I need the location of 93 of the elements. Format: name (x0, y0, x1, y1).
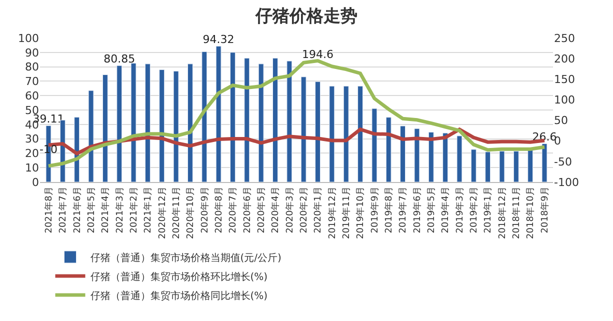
bar (470, 149, 476, 182)
x-tick-label: 2019年6月 (412, 186, 423, 234)
y2-tick-label: 100 (554, 94, 575, 107)
legend-label: 仔猪（普通）集贸市场价格同比增长(%) (90, 290, 268, 302)
bar (230, 52, 236, 182)
y2-tick-label: -100 (554, 176, 579, 189)
x-tick-label: 2019年9月 (369, 186, 380, 234)
bar (442, 132, 448, 182)
x-tick-label: 2020年6月 (242, 186, 253, 234)
bar (130, 62, 136, 182)
bar (173, 70, 179, 182)
x-tick-label: 2020年7月 (228, 186, 239, 234)
bar (286, 60, 292, 182)
x-tick-label: 2019年11月 (341, 186, 352, 239)
x-tick-label: 2021年3月 (114, 186, 126, 234)
y-tick-label: 60 (25, 89, 39, 102)
x-tick-label: 2018年10月 (525, 186, 536, 239)
x-tick-label: 2021年4月 (100, 186, 112, 234)
data-label: 194.6 (302, 48, 334, 62)
legend-label: 仔猪（普通）集贸市场价格环比增长(%) (90, 270, 268, 283)
x-tick-label: 2018年12月 (496, 186, 508, 239)
bar (456, 136, 462, 182)
bar (244, 58, 250, 182)
x-tick-label: 2020年4月 (270, 186, 282, 234)
bar (372, 108, 378, 182)
bar (159, 69, 165, 182)
y-tick-label: 30 (25, 132, 39, 146)
y-tick-label: 90 (25, 46, 39, 60)
x-tick-label: 2019年3月 (454, 186, 466, 234)
y2-tick-label: 200 (554, 52, 575, 66)
bar (499, 150, 505, 182)
bar (329, 86, 335, 182)
y2-tick-label: 150 (554, 72, 575, 86)
bar (144, 64, 150, 182)
chart-title: 仔猪价格走势 (254, 6, 358, 27)
x-tick-label: 2021年2月 (128, 186, 140, 234)
x-tick-label: 2018年9月 (539, 186, 550, 234)
bar (513, 150, 519, 182)
x-tick-label: 2020年5月 (256, 186, 267, 234)
bar (272, 58, 278, 182)
x-tick-label: 2019年12月 (326, 186, 338, 239)
bar (258, 64, 264, 182)
bar (315, 81, 320, 182)
x-tick-label: 2020年1月 (312, 186, 324, 234)
x-tick-label: 2019年1月 (482, 186, 494, 234)
bar (400, 126, 406, 182)
y-tick-label: 70 (25, 75, 39, 88)
bar (187, 64, 193, 182)
x-tick-label: 2020年11月 (170, 186, 182, 239)
legend-label: 仔猪（普通）集贸市场价格当期值(元/公斤) (90, 252, 282, 264)
x-tick-label: 2020年3月 (284, 186, 296, 234)
y-tick-label: 10 (25, 161, 39, 174)
y-tick-label: 100 (18, 32, 39, 45)
bar (528, 150, 534, 182)
bar (102, 74, 108, 182)
x-tick-label: 2019年8月 (384, 186, 395, 234)
x-tick-label: 2021年7月 (58, 186, 69, 234)
y2-tick-label: 50 (554, 114, 568, 128)
bar (386, 117, 392, 182)
x-tick-label: 2021年5月 (86, 186, 97, 234)
bar (343, 86, 349, 182)
bar (414, 128, 420, 182)
x-tick-label: 2020年10月 (185, 186, 196, 239)
x-tick-label: 2019年10月 (355, 186, 366, 239)
x-tick-label: 2020年8月 (213, 186, 224, 234)
x-tick-label: 2020年2月 (298, 186, 310, 234)
x-tick-label: 2018年11月 (511, 186, 522, 239)
x-tick-label: 2020年12月 (156, 186, 168, 239)
x-tick-label: 2019年2月 (468, 186, 480, 234)
x-tick-label: 2021年8月 (43, 186, 54, 234)
y2-tick-label: 250 (554, 32, 575, 45)
bar (358, 86, 363, 182)
x-tick-label: 2019年7月 (398, 186, 409, 234)
y2-tick-label: 0 (554, 134, 561, 148)
x-tick-label: 2021年1月 (142, 186, 154, 234)
bar (300, 76, 306, 182)
bar (542, 143, 548, 182)
y-tick-label: 80 (25, 60, 39, 74)
data-label: 80.85 (104, 52, 136, 66)
data-label: 94.32 (202, 33, 234, 46)
bar (202, 51, 208, 182)
bar (428, 132, 434, 182)
x-tick-label: 2019年4月 (440, 186, 452, 234)
bar (88, 90, 94, 182)
bar (116, 65, 122, 182)
y-tick-label: 0 (32, 176, 39, 189)
x-tick-label: 2021年6月 (72, 186, 83, 234)
bar (485, 152, 491, 182)
x-tick-label: 2020年9月 (199, 186, 210, 234)
y2-tick-label: -50 (554, 155, 572, 168)
x-tick-label: 2019年5月 (426, 186, 438, 234)
bar (216, 46, 222, 182)
y-tick-label: 20 (25, 147, 39, 160)
